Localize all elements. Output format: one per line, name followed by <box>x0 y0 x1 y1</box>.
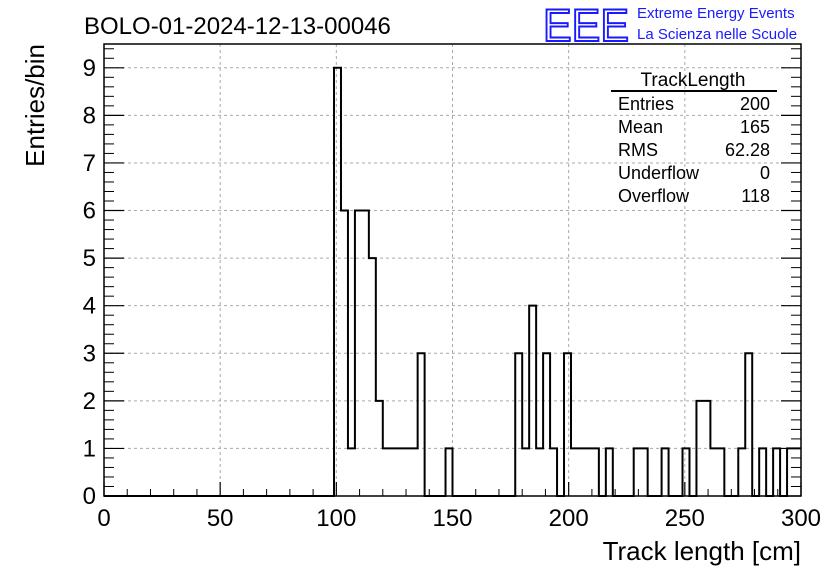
stats-row-label: RMS <box>618 140 658 160</box>
grid-lines <box>104 44 801 496</box>
y-axis-label: Entries/bin <box>20 44 50 167</box>
y-tick-label: 4 <box>83 293 96 320</box>
logo-line-2: La Scienza nelle Scuole <box>637 26 797 43</box>
stats-rows: Entries 200 Mean 165 RMS 62.28 Underflow 0 Overf… <box>618 94 770 206</box>
x-tick-label: 300 <box>781 505 821 532</box>
stats-row-label: Mean <box>618 117 663 137</box>
stats-box-title: TrackLength <box>641 70 746 91</box>
stats-row-value: 118 <box>741 186 770 206</box>
eee-logo-mark: EEE <box>543 0 629 51</box>
stats-row-label: Overflow <box>618 186 690 206</box>
stats-box: TrackLength Entries 200 Mean 165 RMS 62.28 Und… <box>611 70 777 206</box>
histogram-outline <box>104 66 801 497</box>
x-axis-label: Track length [cm] <box>603 536 801 566</box>
x-tick-label: 0 <box>97 505 110 532</box>
chart-title: BOLO-01-2024-12-13-00046 <box>84 13 391 40</box>
y-tick-label: 9 <box>83 55 96 82</box>
y-tick-label: 3 <box>83 340 96 367</box>
x-tick-label: 50 <box>207 505 234 532</box>
stats-row-label: Entries <box>618 94 674 114</box>
logo-line-1: Extreme Energy Events <box>637 5 795 22</box>
stats-row-value: 62.28 <box>725 140 770 160</box>
stats-row-value: 200 <box>740 94 770 114</box>
y-tick-label: 0 <box>83 483 96 510</box>
y-tick-label: 7 <box>83 150 96 177</box>
x-tick-labels: 0 50 100 150 200 250 300 <box>97 505 821 532</box>
y-tick-label: 5 <box>83 245 96 272</box>
y-tick-label: 1 <box>83 435 96 462</box>
stats-row-label: Underflow <box>618 163 700 183</box>
y-tick-labels: 0 1 2 3 4 5 6 7 8 9 <box>83 55 96 510</box>
stats-row-value: 165 <box>740 117 770 137</box>
stats-row-value: 0 <box>760 163 770 183</box>
axis-ticks <box>103 48 802 497</box>
y-tick-label: 8 <box>83 102 96 129</box>
x-tick-label: 100 <box>316 505 356 532</box>
x-tick-label: 200 <box>549 505 589 532</box>
x-tick-label: 150 <box>432 505 472 532</box>
x-tick-label: 250 <box>665 505 705 532</box>
y-tick-label: 6 <box>83 198 96 225</box>
y-tick-label: 2 <box>83 388 96 415</box>
eee-logo: EEE Extreme Energy Events La Scienza nel… <box>542 0 797 52</box>
